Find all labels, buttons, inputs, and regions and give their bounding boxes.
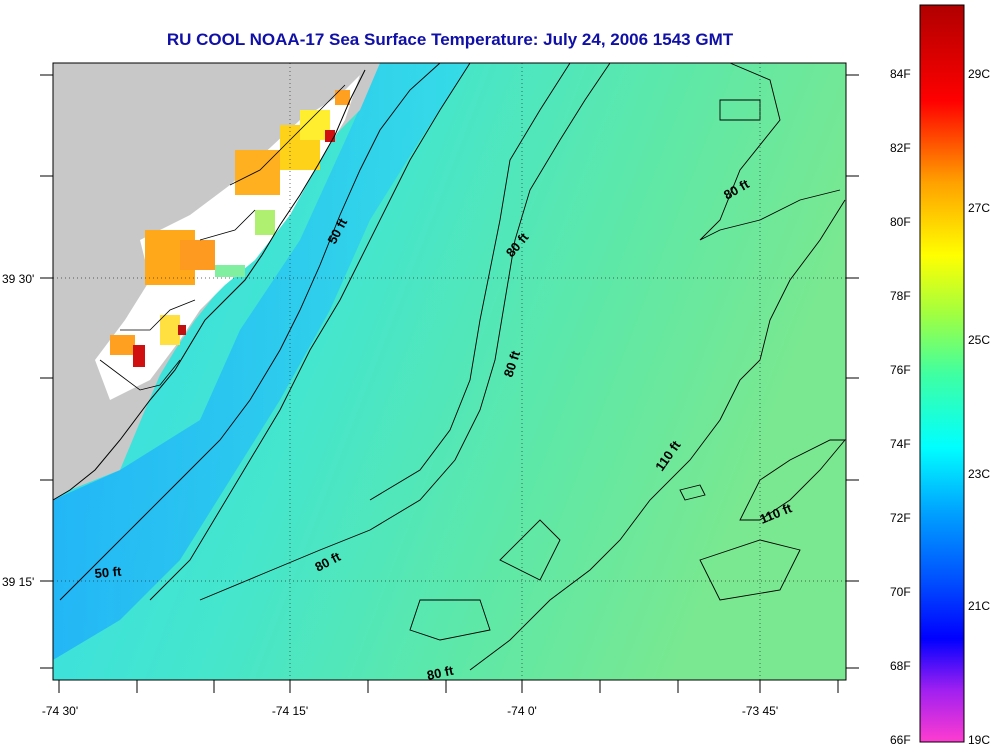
contour-label: 80 ft — [426, 663, 456, 683]
x-tick-label: -74 15' — [272, 704, 308, 718]
colorbar-c-label: 19C — [968, 733, 990, 747]
colorbar-f-label: 74F — [890, 437, 911, 451]
colorbar-f-label: 66F — [890, 733, 911, 747]
colorbar-c-label: 29C — [968, 67, 990, 81]
depth-contours — [59, 62, 846, 671]
colorbar-f-label: 78F — [890, 289, 911, 303]
colorbar-f-label: 80F — [890, 215, 911, 229]
contour-label: 50 ft — [94, 564, 123, 581]
map-frame — [52, 62, 847, 681]
colorbar-f-label: 70F — [890, 585, 911, 599]
x-tick-label: -74 30' — [42, 704, 78, 718]
colorbar-f-label: 68F — [890, 659, 911, 673]
x-tick-label: -73 45' — [742, 704, 778, 718]
colorbar-f-label: 84F — [890, 67, 911, 81]
y-tick-label: 39 15' — [2, 575, 34, 589]
colorbar-c-label: 25C — [968, 333, 990, 347]
warm-bay-water — [110, 90, 350, 367]
colorbar-f-label: 82F — [890, 141, 911, 155]
colorbar-c-label: 21C — [968, 599, 990, 613]
colorbar-f-label: 76F — [890, 363, 911, 377]
x-tick-label: -74 0' — [507, 704, 537, 718]
nearshore-cool-water — [53, 63, 470, 660]
map-title: RU COOL NOAA-17 Sea Surface Temperature:… — [166, 30, 734, 49]
colorbar-c-label: 23C — [968, 467, 990, 481]
grid-lines — [53, 63, 846, 680]
coastline — [52, 69, 366, 501]
colorbar-f-label: 72F — [890, 511, 911, 525]
colorbar-c-label: 27C — [968, 201, 990, 215]
tick-marks — [40, 74, 859, 693]
colorbar-gradient — [919, 4, 965, 743]
y-tick-label: 39 30' — [2, 272, 34, 286]
